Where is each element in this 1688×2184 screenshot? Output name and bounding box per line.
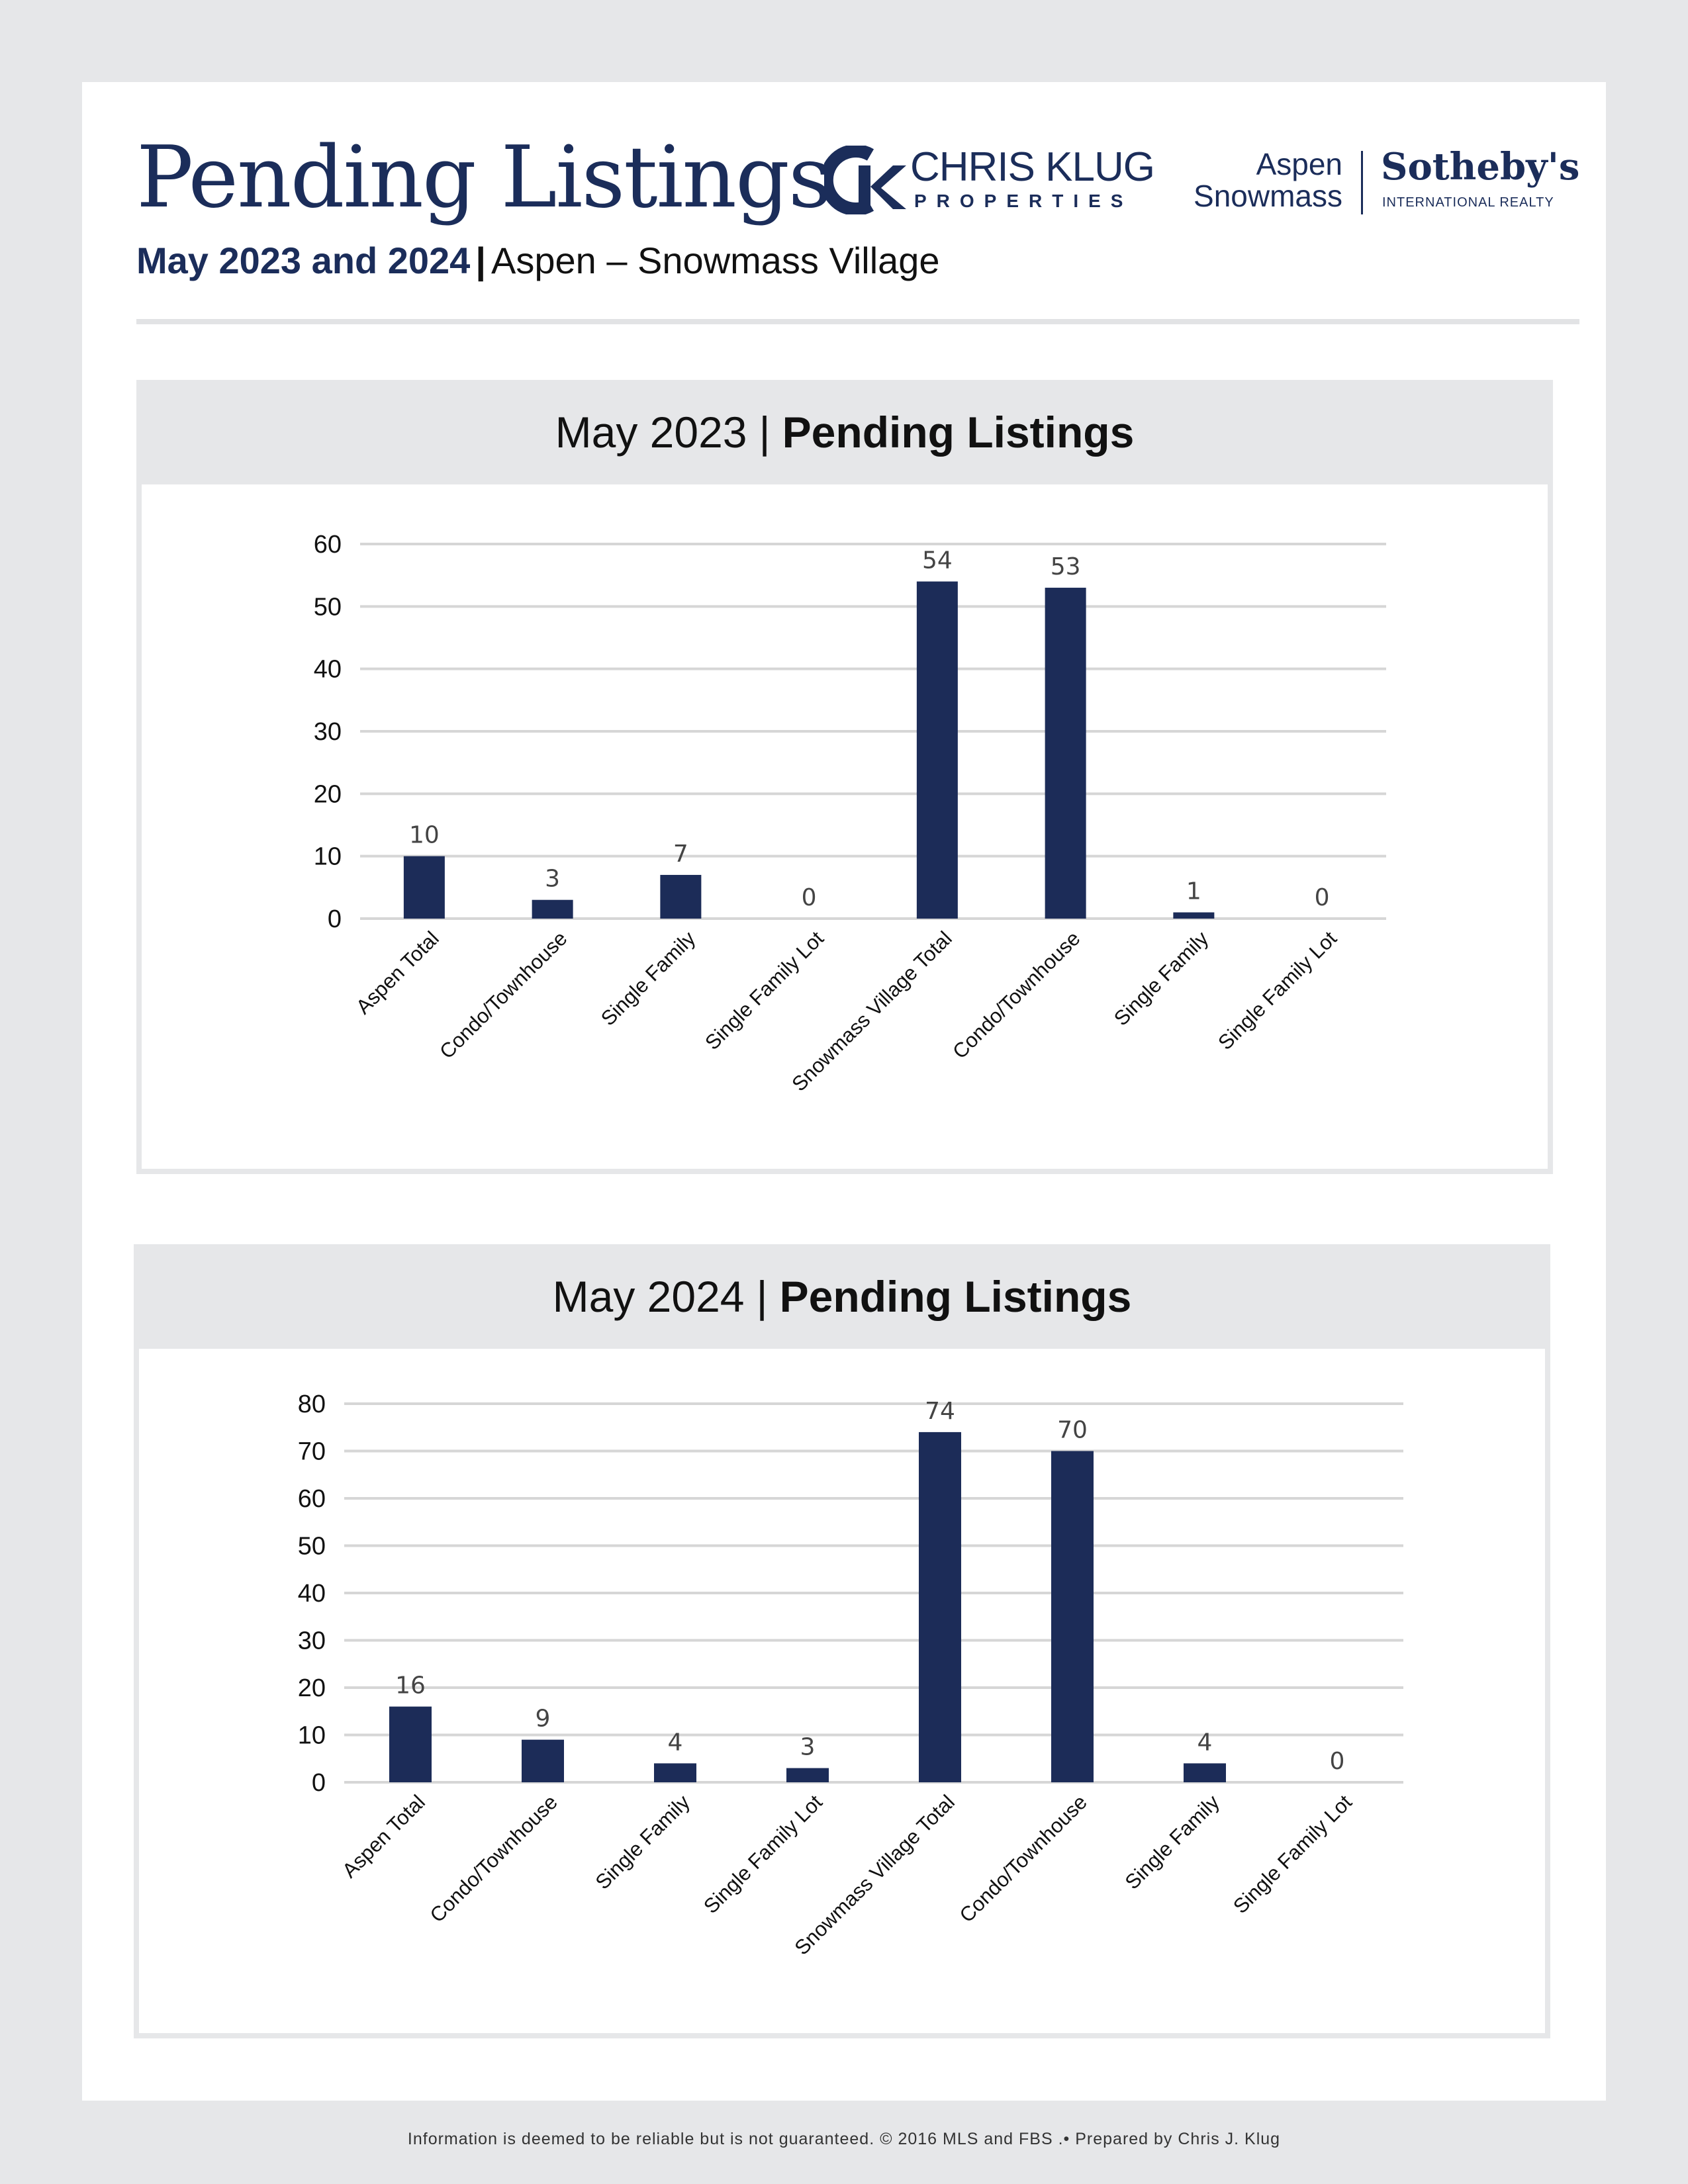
subtitle-location: Aspen – Snowmass Village [491, 240, 940, 281]
y-tick-label: 20 [314, 780, 342, 808]
y-tick-label: 40 [298, 1580, 326, 1608]
chart-panel-2024: May 2024 | Pending Listings 0 10 20 30 40 50 60 7… [134, 1244, 1550, 2038]
x-tick-label: Single Family [596, 927, 700, 1030]
y-tick-label: 50 [314, 593, 342, 621]
data-label: 10 [409, 822, 440, 849]
x-tick-label: Single Family Lot [699, 1790, 827, 1918]
sothebys-location-line1: Aspen [1256, 147, 1342, 181]
data-label: 4 [668, 1729, 683, 1756]
data-label: 16 [395, 1672, 426, 1700]
y-tick-label: 0 [312, 1769, 326, 1797]
y-tick-label: 60 [314, 531, 342, 559]
panel-heading-title: Pending Listings [779, 1272, 1132, 1321]
chart-panel-body: 0 10 20 30 40 50 60 70 80 16 Aspen Total 9 Condo/Tow… [139, 1349, 1545, 2033]
y-tick-label: 0 [328, 905, 342, 933]
y-tick-label: 80 [298, 1390, 326, 1418]
data-label: 3 [800, 1734, 816, 1761]
x-tick-label: Single Family [1109, 927, 1213, 1030]
sothebys-divider [1361, 151, 1363, 214]
subtitle-separator: | [475, 240, 486, 281]
data-label: 0 [802, 884, 817, 911]
x-tick-label: Condo/Townhouse [948, 927, 1084, 1063]
chart-panel-heading: May 2023 | Pending Listings [136, 380, 1553, 484]
y-tick-label: 10 [298, 1722, 326, 1750]
bar [916, 581, 958, 919]
sothebys-sub: INTERNATIONAL REALTY [1382, 195, 1554, 210]
bar [403, 856, 445, 919]
x-tick-label: Single Family [591, 1790, 695, 1894]
sothebys-location: Aspen Snowmass [1194, 148, 1342, 212]
data-label: 74 [925, 1398, 955, 1425]
sothebys-logo: Aspen Snowmass Sotheby's INTERNATIONAL R… [1178, 146, 1579, 218]
page-title: Pending Listings [136, 128, 832, 227]
y-tick-label: 70 [298, 1438, 326, 1466]
data-label: 0 [1315, 884, 1330, 911]
data-label: 1 [1186, 878, 1201, 905]
x-tick-label: Single Family [1121, 1790, 1225, 1894]
y-tick-label: 30 [298, 1627, 326, 1655]
bar [786, 1768, 829, 1782]
sothebys-location-line2: Snowmass [1194, 179, 1342, 214]
y-tick-label: 10 [314, 843, 342, 871]
data-label: 9 [536, 1706, 551, 1733]
x-tick-label: Aspen Total [352, 927, 444, 1019]
x-tick-label: Condo/Townhouse [435, 927, 571, 1063]
y-tick-label: 20 [298, 1674, 326, 1702]
chart-panel-heading: May 2024 | Pending Listings [134, 1244, 1550, 1349]
header-divider [136, 319, 1579, 324]
chart-panel-2023: May 2023 | Pending Listings 0 10 20 30 40 50 60 1… [136, 380, 1553, 1174]
ck-monogram-icon [824, 146, 906, 214]
bar [522, 1739, 564, 1782]
x-tick-label: Condo/Townhouse [955, 1790, 1092, 1927]
panel-heading-separator: | [759, 408, 771, 457]
data-label: 54 [922, 547, 953, 574]
data-label: 3 [545, 866, 560, 893]
panel-heading-period: May 2024 [552, 1272, 745, 1321]
data-label: 53 [1051, 553, 1081, 580]
page-subtitle: May 2023 and 2024 | Aspen – Snowmass Villa… [136, 242, 940, 279]
y-tick-label: 50 [298, 1533, 326, 1561]
data-label: 4 [1197, 1729, 1213, 1756]
panel-heading-title: Pending Listings [782, 408, 1135, 457]
data-label: 70 [1057, 1417, 1088, 1444]
bar [532, 899, 573, 919]
x-tick-label: Condo/Townhouse [426, 1790, 562, 1927]
sothebys-name: Sotheby's [1381, 145, 1580, 189]
panel-heading-separator: | [756, 1272, 768, 1321]
bar [1045, 588, 1086, 919]
y-tick-label: 30 [314, 718, 342, 746]
bar [660, 874, 702, 919]
chris-klug-logo: CHRIS KLUG PROPERTIES [824, 146, 1155, 218]
x-tick-label: Single Family Lot [700, 927, 828, 1054]
panel-heading-period: May 2023 [555, 408, 747, 457]
x-tick-label: Single Family Lot [1229, 1790, 1356, 1918]
bar [654, 1763, 696, 1782]
subtitle-period: May 2023 and 2024 [136, 240, 471, 281]
footer-disclaimer: Information is deemed to be reliable but… [407, 2130, 1281, 2148]
x-tick-label: Aspen Total [338, 1790, 430, 1882]
bar [1184, 1763, 1226, 1782]
data-label: 7 [673, 841, 688, 868]
bar [1173, 912, 1215, 919]
bar [389, 1706, 432, 1782]
bar [1051, 1451, 1094, 1782]
chris-klug-sub: PROPERTIES [914, 191, 1133, 211]
y-tick-label: 40 [314, 656, 342, 684]
bar [919, 1432, 961, 1782]
chris-klug-name: CHRIS KLUG [910, 144, 1155, 190]
y-tick-label: 60 [298, 1485, 326, 1513]
chart-panel-body: 0 10 20 30 40 50 60 10 Aspen Total 3 Condo/Townhou… [142, 484, 1548, 1169]
data-label: 0 [1330, 1748, 1345, 1775]
x-tick-label: Single Family Lot [1213, 927, 1341, 1054]
